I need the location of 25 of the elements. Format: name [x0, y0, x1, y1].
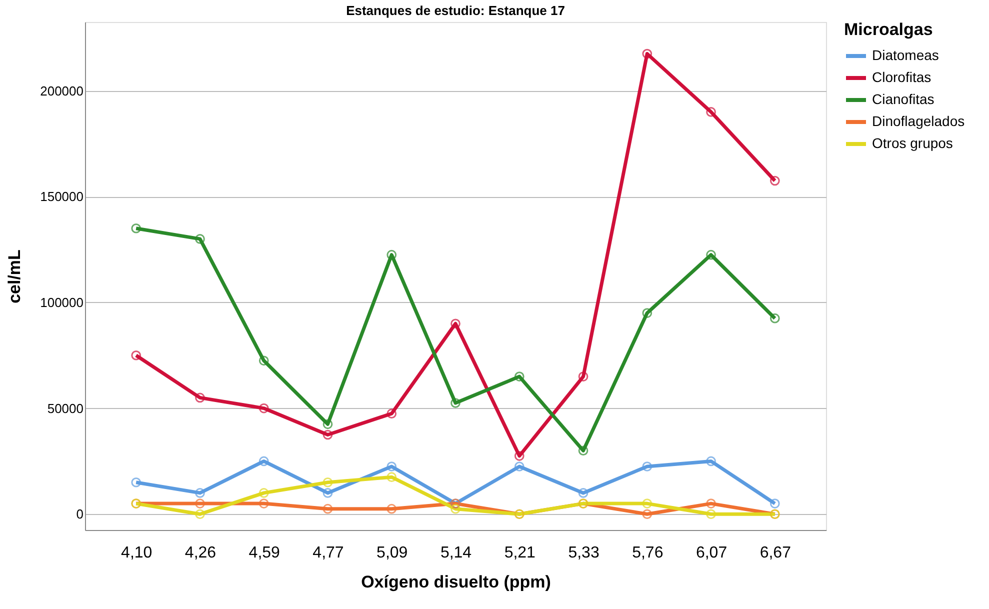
- legend-label: Clorofitas: [872, 69, 932, 85]
- x-tick-label: 4,10: [121, 544, 152, 562]
- legend-label: Cianofitas: [872, 91, 934, 107]
- x-axis-title: Oxígeno disuelto (ppm): [361, 572, 551, 592]
- legend-label: Diatomeas: [872, 47, 939, 63]
- legend-label: Dinoflagelados: [872, 113, 965, 129]
- x-tick-label: 5,21: [504, 544, 536, 562]
- chart-title: Estanques de estudio: Estanque 17: [346, 3, 565, 18]
- x-tick-label: 5,33: [568, 544, 600, 562]
- y-tick-label: 0: [76, 506, 84, 522]
- y-tick-label: 100000: [40, 294, 84, 310]
- x-tick-label: 6,67: [760, 544, 792, 562]
- y-axis-title: cel/mL: [5, 250, 24, 304]
- y-tick-label: 200000: [40, 83, 84, 98]
- x-tick-label: 4,26: [184, 544, 216, 562]
- x-tick-label: 5,76: [632, 544, 664, 562]
- y-tick-label: 50000: [47, 400, 84, 416]
- x-tick-label: 4,77: [312, 544, 344, 562]
- legend-title: Microalgas: [844, 20, 933, 39]
- x-tick-label: 5,14: [440, 544, 472, 562]
- legend-label: Otros grupos: [872, 135, 953, 151]
- x-tick-label: 4,59: [248, 544, 280, 562]
- x-tick-label: 6,07: [696, 544, 728, 562]
- x-tick-label: 5,09: [376, 544, 408, 562]
- y-tick-label: 150000: [40, 189, 84, 204]
